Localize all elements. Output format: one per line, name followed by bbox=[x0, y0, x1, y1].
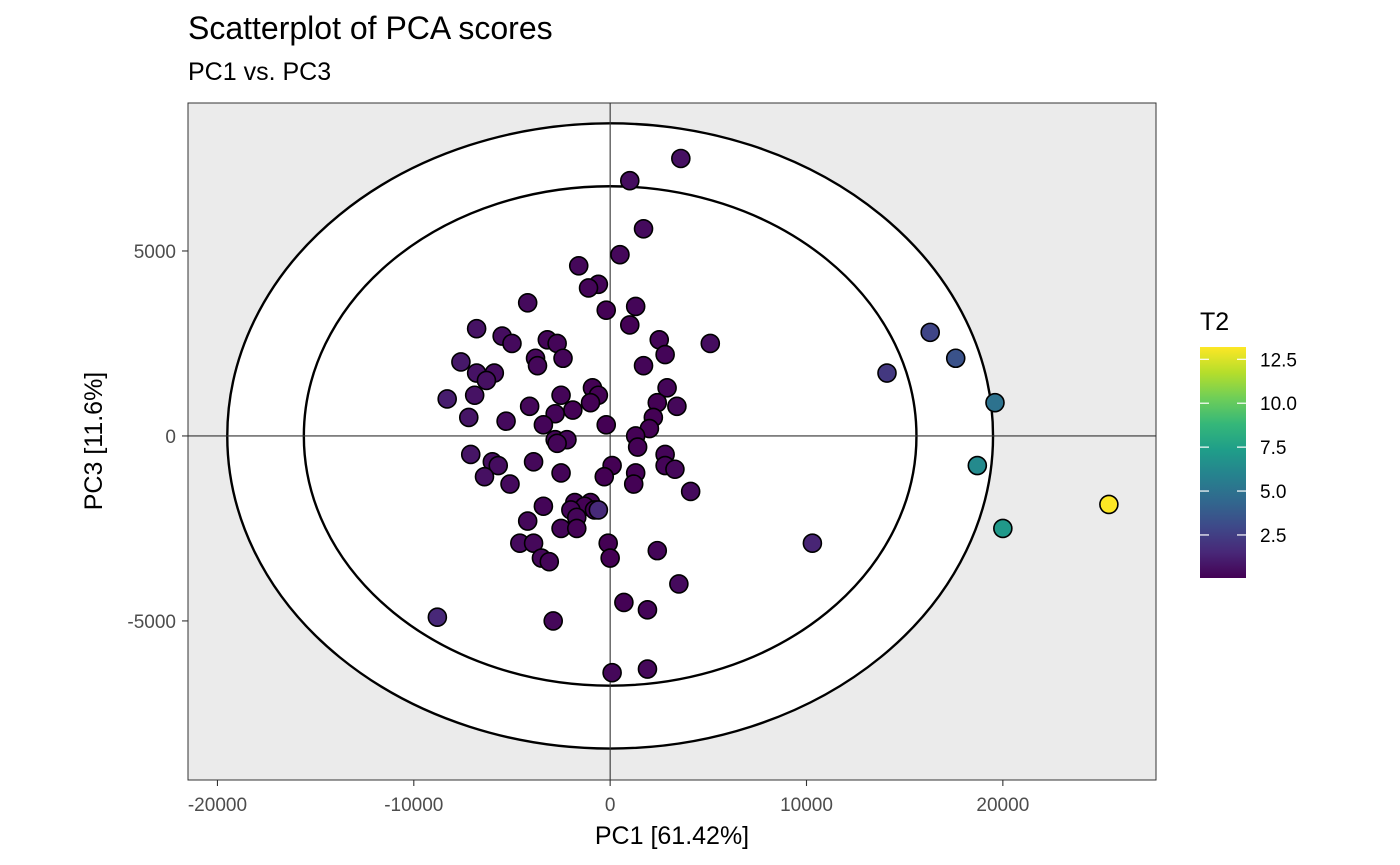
data-point bbox=[500, 474, 520, 494]
data-point bbox=[460, 444, 481, 465]
data-point bbox=[566, 518, 587, 539]
data-point bbox=[610, 244, 630, 265]
data-point bbox=[633, 218, 654, 239]
legend-tick-label: 5.0 bbox=[1260, 482, 1286, 503]
x-tick-label: 0 bbox=[605, 795, 616, 816]
data-point bbox=[669, 574, 689, 594]
data-point bbox=[496, 411, 516, 431]
data-point bbox=[580, 392, 601, 413]
data-point bbox=[680, 481, 701, 502]
data-point bbox=[427, 607, 448, 628]
data-point bbox=[920, 322, 940, 343]
data-point bbox=[523, 452, 544, 472]
data-point bbox=[551, 385, 571, 406]
x-tick-label: 20000 bbox=[976, 795, 1029, 816]
data-point bbox=[700, 333, 721, 354]
data-point bbox=[553, 348, 573, 369]
chart-subtitle: PC1 vs. PC3 bbox=[188, 58, 332, 86]
data-point bbox=[517, 511, 538, 531]
data-point bbox=[655, 344, 675, 365]
data-point bbox=[993, 518, 1013, 539]
data-point bbox=[602, 662, 622, 683]
color-legend: T2 2.5 5.0 7.5 10.0 12.5 bbox=[1200, 308, 1297, 578]
data-point bbox=[596, 415, 617, 435]
data-point bbox=[633, 355, 654, 376]
data-point bbox=[657, 378, 677, 398]
x-tick-label: -10000 bbox=[384, 795, 443, 816]
data-point bbox=[802, 533, 823, 554]
data-point bbox=[665, 459, 685, 480]
legend-tick-label: 7.5 bbox=[1260, 438, 1286, 459]
data-point bbox=[623, 474, 644, 494]
data-point bbox=[667, 396, 687, 417]
data-point bbox=[588, 500, 609, 520]
data-point bbox=[517, 292, 538, 313]
data-point bbox=[568, 255, 589, 276]
data-point bbox=[578, 278, 599, 298]
data-point bbox=[502, 333, 522, 354]
data-point bbox=[551, 463, 571, 483]
data-point bbox=[458, 407, 479, 428]
data-point bbox=[877, 363, 897, 383]
x-tick-label: -20000 bbox=[188, 795, 247, 816]
data-point bbox=[563, 400, 583, 420]
data-point bbox=[451, 352, 471, 372]
data-point bbox=[464, 385, 485, 406]
data-point bbox=[619, 315, 640, 335]
y-tick-label: -5000 bbox=[127, 612, 176, 633]
y-axis: -5000 0 5000 bbox=[127, 242, 188, 633]
x-axis-title: PC1 [61.42%] bbox=[595, 822, 749, 850]
legend-tick-label: 12.5 bbox=[1260, 350, 1297, 371]
data-point bbox=[647, 540, 668, 561]
legend-tick-label: 10.0 bbox=[1260, 394, 1297, 415]
data-point bbox=[985, 392, 1005, 413]
data-point bbox=[600, 548, 620, 568]
data-point bbox=[437, 389, 457, 409]
data-point bbox=[594, 466, 615, 487]
chart-title: Scatterplot of PCA scores bbox=[188, 10, 553, 46]
y-tick-label: 5000 bbox=[134, 242, 176, 263]
data-point bbox=[466, 318, 487, 339]
data-point bbox=[476, 370, 497, 391]
legend-colorbar bbox=[1200, 347, 1246, 578]
y-axis-title: PC3 [11.6%] bbox=[80, 372, 108, 511]
data-point bbox=[545, 403, 565, 424]
data-point bbox=[1099, 494, 1119, 515]
data-point bbox=[533, 415, 554, 435]
data-point bbox=[619, 170, 640, 191]
data-point bbox=[474, 466, 495, 487]
legend-title: T2 bbox=[1200, 308, 1229, 336]
x-tick-label: 10000 bbox=[780, 795, 833, 816]
panel-border bbox=[187, 102, 1157, 781]
data-point bbox=[547, 433, 567, 454]
data-point bbox=[614, 592, 634, 613]
data-point bbox=[527, 355, 548, 376]
data-point bbox=[539, 551, 560, 572]
data-point bbox=[519, 396, 540, 417]
legend-tick-label: 2.5 bbox=[1260, 526, 1286, 547]
data-point bbox=[627, 437, 648, 457]
data-point bbox=[637, 659, 658, 679]
data-point bbox=[967, 455, 988, 476]
data-point bbox=[596, 300, 617, 320]
x-axis: -20000 -10000 0 10000 20000 bbox=[188, 780, 1029, 816]
data-point bbox=[671, 148, 691, 169]
data-point bbox=[533, 496, 554, 517]
data-point bbox=[637, 600, 658, 620]
data-point bbox=[625, 296, 646, 317]
data-point bbox=[488, 455, 509, 476]
data-point bbox=[945, 348, 966, 369]
data-point bbox=[543, 611, 564, 631]
y-tick-label: 0 bbox=[165, 427, 176, 448]
